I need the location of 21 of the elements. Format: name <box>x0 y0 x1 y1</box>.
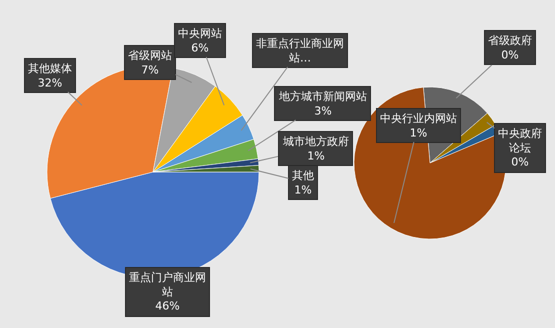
slice-label: 中央网站 <box>178 27 222 40</box>
slice-label: 中央政府论坛 <box>498 127 542 154</box>
data-label: 1% <box>307 149 325 162</box>
slice-label: 城市地方政府 <box>282 135 349 148</box>
slice-label: 中央行业内网站 <box>380 112 457 125</box>
data-label: 7% <box>141 63 159 76</box>
slice-label: 地方城市新闻网站 <box>278 90 367 103</box>
data-label: 3% <box>314 104 332 118</box>
data-label: 0% <box>501 48 519 62</box>
slice-label: 省级网站 <box>128 49 172 62</box>
slice-label: 其他媒体 <box>28 62 72 75</box>
slice-label: 省级政府 <box>488 34 532 47</box>
data-label: 46% <box>155 300 180 313</box>
slice-label: 重点门户商业网站 <box>129 271 206 298</box>
data-label: 32% <box>38 76 62 90</box>
data-label: 1% <box>294 183 312 196</box>
data-label: 6% <box>191 41 209 54</box>
slice-label: 其他 <box>292 169 314 182</box>
data-label: 1% <box>410 126 428 140</box>
slice-label: 非重点行业商业网站… <box>256 37 344 64</box>
data-label: 0% <box>511 156 529 169</box>
